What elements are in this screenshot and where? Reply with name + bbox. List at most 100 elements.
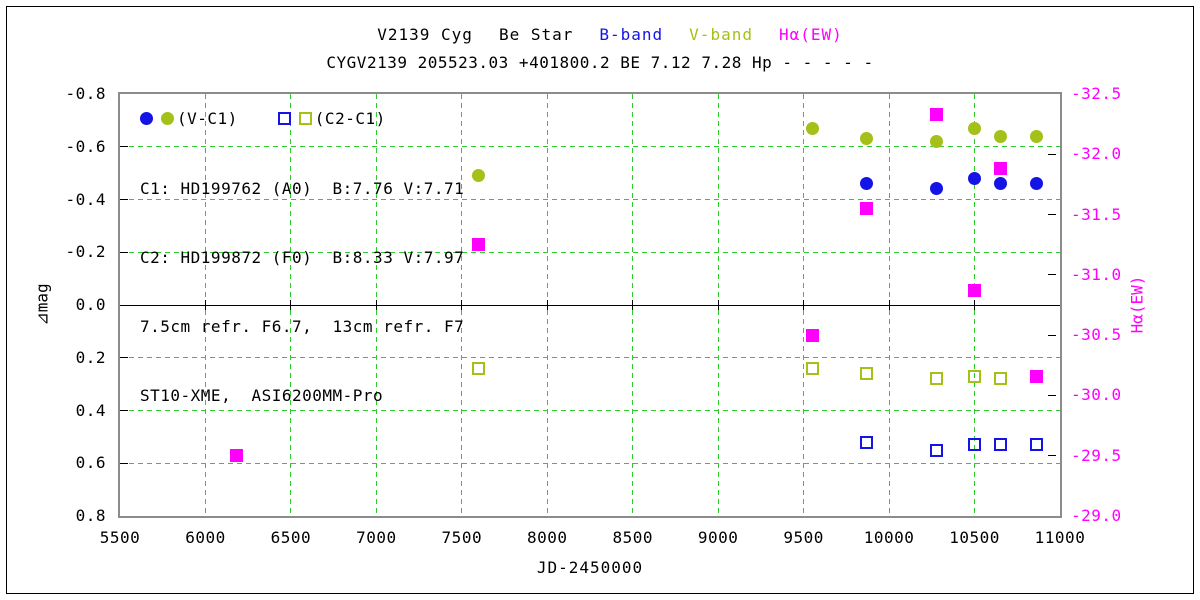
y-right-tick-label: -32.5 [1071, 84, 1122, 103]
y-left-tick [120, 199, 128, 200]
title-v-band-label: V-band [689, 25, 753, 44]
legend-b-band-circle-icon [140, 112, 153, 125]
data-point-open-square [930, 443, 944, 457]
y-right-tick-label: -30.0 [1071, 385, 1122, 405]
y-left-tick-label: -0.8 [65, 84, 106, 103]
chart-title: V2139 Cyg Be Star B-band V-band Hα(EW) [140, 25, 1080, 44]
data-point-filled-square [1029, 369, 1043, 383]
x-tick-label: 8500 [612, 528, 653, 547]
y-left-tick [120, 357, 128, 359]
data-point-open-square [968, 369, 982, 383]
h-gridline [120, 462, 1060, 464]
y-right-tick-label: -32.0 [1071, 144, 1122, 164]
zero-line-tick [632, 300, 634, 310]
zero-line-tick [717, 300, 719, 310]
x-tick-label: 9500 [783, 528, 824, 547]
y-left-tick [120, 304, 128, 306]
legend: (V-C1) (C2-C1) [140, 109, 386, 128]
data-point-filled-square [805, 328, 819, 342]
data-point-filled-circle [1029, 129, 1043, 143]
data-point-filled-circle [860, 177, 874, 191]
annotation-telescopes: 7.5cm refr. F6.7, 13cm refr. F7 [140, 317, 465, 336]
x-tick-label: 6000 [185, 528, 226, 547]
y-left-tick-label: -0.2 [65, 242, 106, 262]
y-right-tick-label: -29.0 [1071, 506, 1122, 525]
data-point-open-square [993, 438, 1007, 452]
y-left-tick [120, 462, 128, 464]
zero-line-tick [888, 300, 890, 310]
x-axis-title: JD-2450000 [536, 558, 644, 577]
data-point-open-square [968, 438, 982, 452]
y-right-tick-label: -31.5 [1071, 204, 1122, 224]
zero-line-tick [461, 300, 463, 310]
data-point-filled-square [229, 449, 243, 463]
y-right-tick [1048, 455, 1056, 457]
annotation-cameras: ST10-XME, ASI6200MM-Pro [140, 386, 384, 405]
data-point-filled-square [472, 238, 486, 252]
x-tick-label: 10500 [949, 528, 1000, 547]
data-point-filled-square [968, 284, 982, 298]
zero-line-tick [290, 300, 292, 310]
y-left-tick-label: 0.6 [75, 453, 106, 473]
chart-subtitle: CYGV2139 205523.03 +401800.2 BE 7.12 7.2… [326, 53, 874, 72]
h-gridline [120, 357, 1060, 359]
x-tick-label: 11000 [1034, 528, 1086, 547]
y-right-tick [1048, 394, 1056, 396]
data-point-filled-circle [930, 134, 944, 148]
y-left-tick [120, 410, 128, 411]
y-left-tick [120, 251, 128, 253]
data-point-open-square [993, 372, 1007, 386]
y-right-tick-label: -29.5 [1071, 445, 1122, 465]
y-left-tick [120, 146, 128, 148]
h-gridline [120, 410, 1060, 411]
data-point-open-square [930, 372, 944, 386]
y-left-tick-label: -0.6 [65, 136, 106, 156]
title-target-name: V2139 Cyg [377, 25, 473, 44]
legend-vc1-label: (V-C1) [177, 109, 238, 128]
y-right-tick [1048, 214, 1056, 216]
y-right-tick [1048, 274, 1056, 276]
legend-b-band-square-icon [277, 112, 291, 125]
y-left-tick-label: 0.0 [75, 295, 106, 314]
data-point-filled-square [993, 162, 1007, 176]
zero-line [120, 304, 1060, 306]
annotation-block: C1: HD199762 (A0) B:7.76 V:7.71 C2: HD19… [140, 131, 464, 430]
figure-border [6, 6, 1194, 594]
zero-line-tick [546, 300, 548, 310]
y-right-tick [1048, 334, 1056, 336]
title-b-band-label: B-band [599, 25, 664, 44]
y-right-tick-label: -31.0 [1071, 264, 1122, 284]
data-point-filled-circle [993, 177, 1007, 191]
x-tick-label: 6500 [270, 528, 312, 547]
x-tick-label: 7500 [441, 528, 483, 547]
y-left-tick-label: 0.2 [75, 347, 106, 367]
data-point-filled-circle [805, 121, 819, 135]
data-point-open-square [860, 435, 874, 449]
x-tick-label: 7000 [356, 528, 397, 547]
data-point-filled-square [930, 107, 944, 121]
zero-line-tick [974, 300, 976, 310]
x-tick-label: 5500 [99, 528, 141, 547]
x-tick-label: 8000 [527, 528, 568, 547]
h-gridline [120, 199, 1060, 200]
h-gridline [120, 251, 1060, 253]
legend-v-band-circle-icon [161, 112, 174, 125]
title-star-type: Be Star [498, 25, 574, 44]
data-point-filled-circle [472, 169, 486, 183]
data-point-filled-circle [968, 121, 982, 135]
data-point-filled-circle [860, 132, 874, 146]
data-point-open-square [805, 361, 819, 375]
legend-v-band-square-icon [298, 112, 312, 125]
annotation-c1: C1: HD199762 (A0) B:7.76 V:7.71 [140, 179, 465, 198]
y-left-tick-label: 0.8 [75, 506, 106, 525]
plot-area [118, 92, 1062, 518]
legend-c2c1-label: (C2-C1) [314, 109, 386, 128]
title-halpha-label: Hα(EW) [778, 25, 843, 44]
data-point-filled-circle [993, 129, 1007, 143]
zero-line-tick [204, 300, 206, 310]
y-left-tick-label: 0.4 [75, 400, 106, 420]
h-gridline [120, 146, 1060, 148]
data-point-open-square [1029, 438, 1043, 452]
y-right-tick-label: -30.5 [1071, 325, 1122, 345]
